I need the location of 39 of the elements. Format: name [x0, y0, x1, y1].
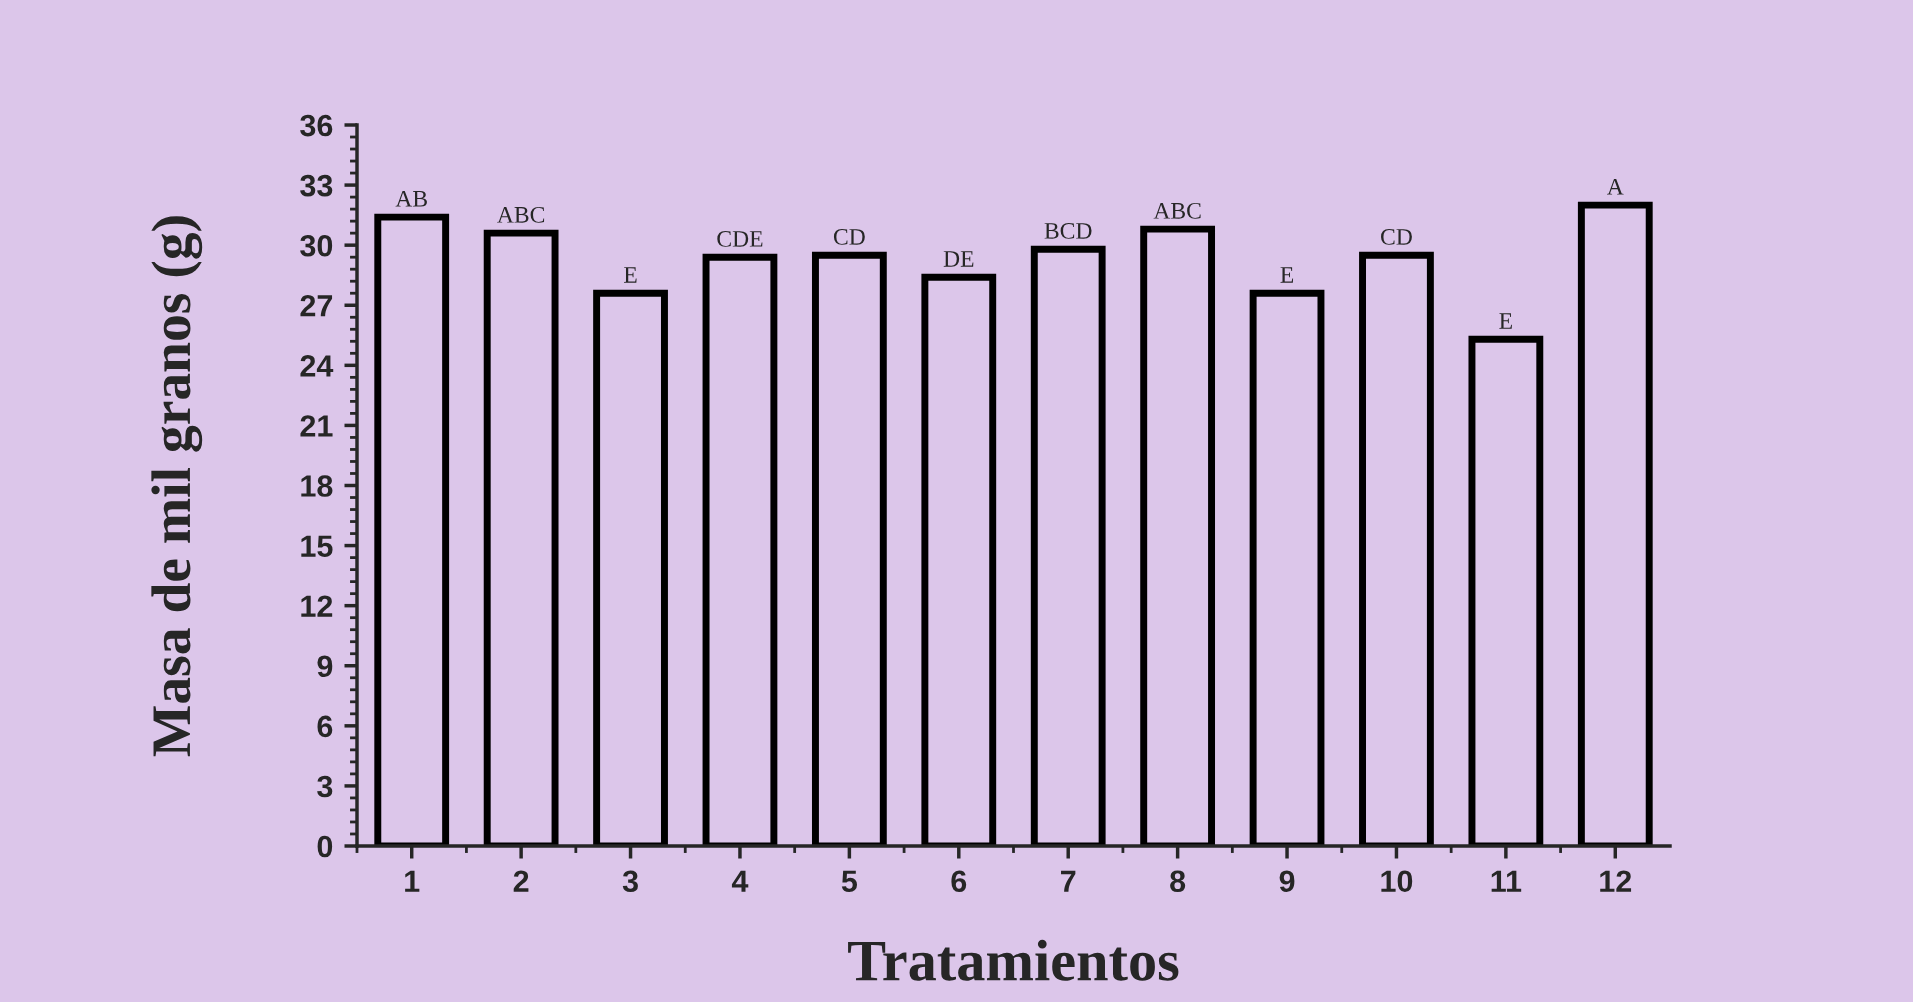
y-tick-label: 24 [300, 355, 334, 377]
x-tick-label: 1 [405, 870, 420, 892]
annotation: E [624, 267, 637, 283]
annotation: CDE [717, 230, 763, 247]
y-axis-title: Masa de mil granos (g) [151, 216, 203, 757]
x-tick-label: 3 [622, 870, 638, 893]
x-tick-label: 6 [951, 870, 967, 893]
annotation: CD [833, 228, 865, 245]
x-tick-label: 10 [1381, 870, 1413, 893]
annotation: ABC [1153, 202, 1201, 219]
y-tick-label: 18 [301, 475, 333, 497]
y-tick-label: 33 [300, 174, 333, 197]
y-tick-label: 12 [301, 595, 333, 617]
x-axis-title: Tratamientos [848, 939, 1179, 981]
y-tick-label: 15 [301, 535, 333, 557]
y-tick-label: 0 [317, 835, 333, 858]
annotation: BCD [1044, 222, 1092, 239]
x-tick-label: 11 [1491, 870, 1522, 892]
y-tick-label: 3 [317, 775, 333, 798]
x-tick-label: 4 [731, 870, 749, 892]
y-tick-label: 27 [300, 294, 333, 317]
y-tick-label: 36 [300, 114, 333, 137]
x-tick-label: 8 [1170, 870, 1186, 893]
y-tick-label: 9 [317, 655, 333, 678]
x-tick-label: 9 [1279, 870, 1295, 893]
x-tick-label: 7 [1061, 870, 1076, 892]
x-tick-label: 5 [841, 870, 858, 893]
x-tick-label: 2 [513, 870, 529, 892]
annotation: DE [943, 251, 974, 267]
y-tick-label: 21 [300, 415, 333, 437]
annotation: A [1607, 178, 1624, 195]
annotation: AB [395, 190, 427, 207]
y-tick-label: 30 [300, 234, 333, 257]
annotation: E [1280, 267, 1294, 283]
annotation: ABC [497, 206, 545, 223]
y-tick-label: 6 [317, 715, 333, 738]
annotation: CD [1381, 228, 1412, 245]
annotation: E [1499, 313, 1512, 329]
x-tick-label: 12 [1600, 870, 1632, 892]
